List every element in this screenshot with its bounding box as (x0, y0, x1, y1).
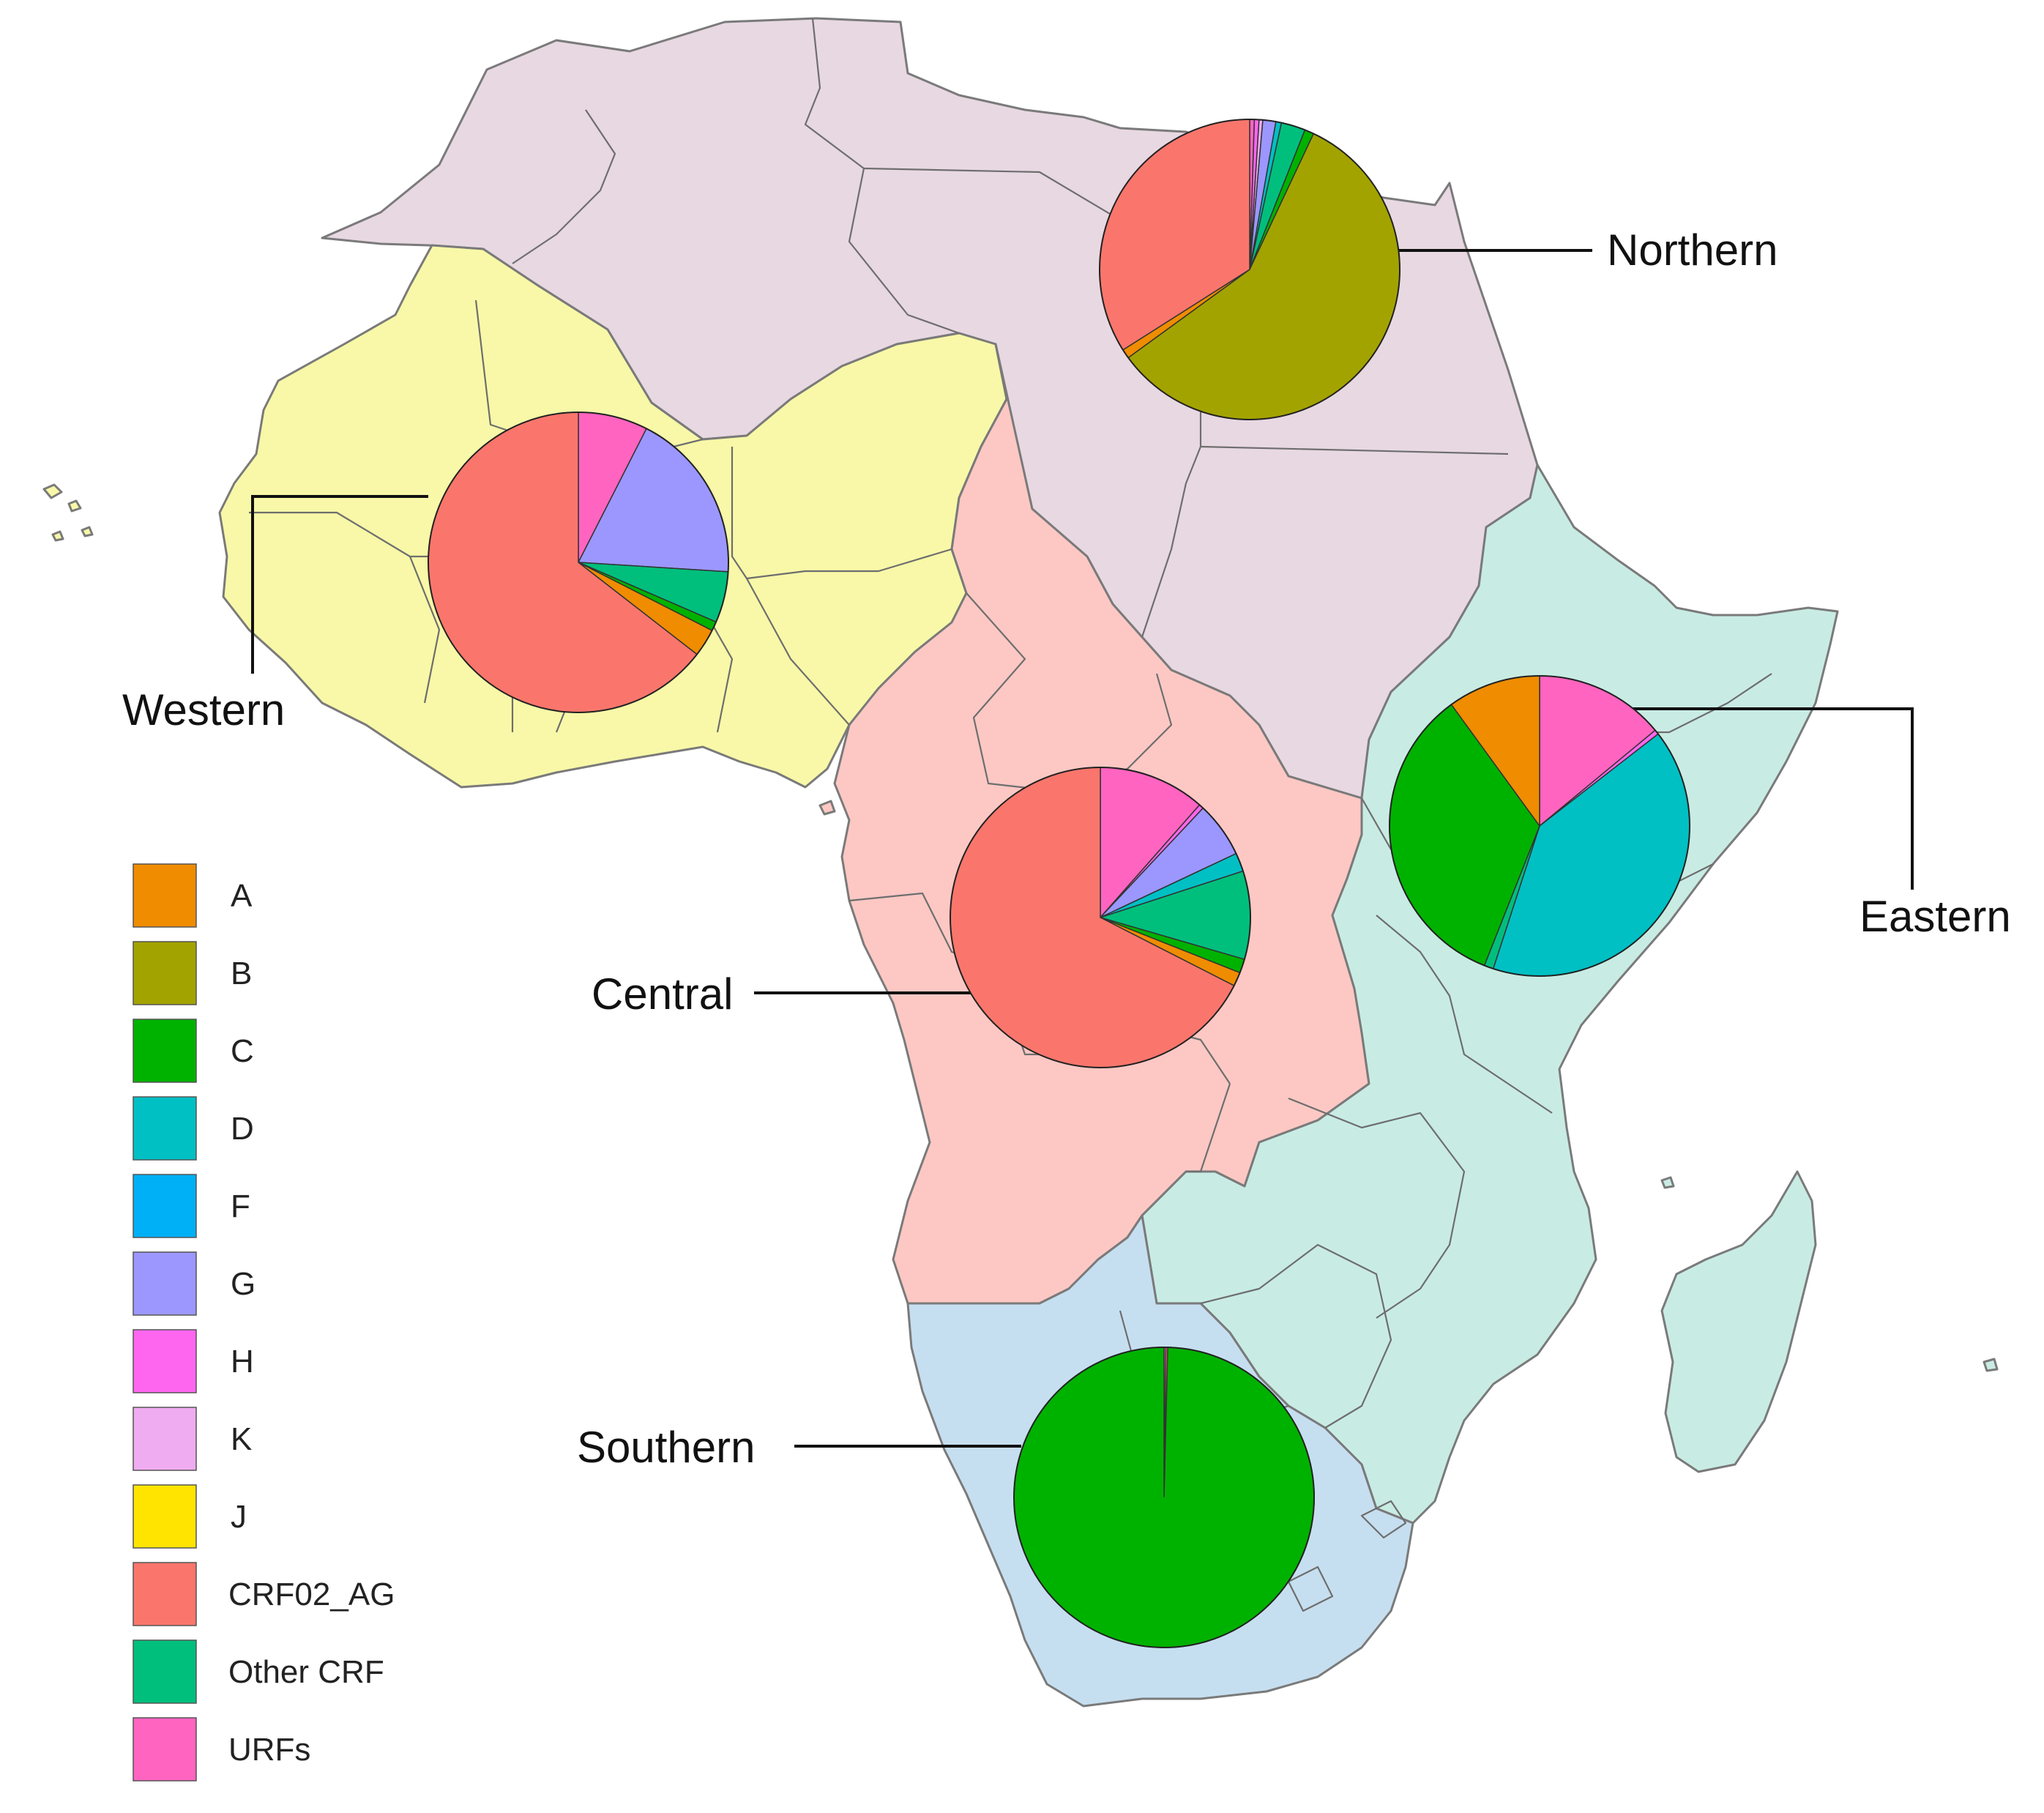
border-line (746, 578, 850, 726)
legend-swatch-crf02-ag (133, 1562, 197, 1626)
border-line (512, 109, 616, 264)
legend-label-crf02-ag: CRF02_AG (228, 1576, 395, 1612)
region-label-central: Central (592, 969, 733, 1019)
region-label-eastern: Eastern (1860, 892, 2011, 941)
legend-label-urfs: URFs (228, 1732, 310, 1768)
legend-swatch-f (133, 1174, 197, 1238)
pie-outline-eastern (1389, 675, 1690, 977)
border-line (1200, 445, 1509, 455)
legend-swatch-k (133, 1407, 197, 1471)
legend-swatch-h (133, 1329, 197, 1393)
region-label-western: Western (122, 685, 285, 734)
legend-swatch-urfs (133, 1717, 197, 1782)
legend-label-h: H (231, 1344, 254, 1380)
pie-northern (1099, 119, 1400, 420)
legend-swatch-b (133, 941, 197, 1005)
region-central-bioko (818, 800, 836, 816)
legend-swatch-c (133, 1019, 197, 1083)
legend-label-c: C (231, 1033, 254, 1069)
legend-label-f: F (231, 1188, 250, 1224)
pie-outline-southern (1013, 1347, 1315, 1648)
pie-southern (1013, 1347, 1315, 1648)
border-line (1200, 1243, 1392, 1429)
legend-swatch-d (133, 1096, 197, 1161)
border-line (1376, 915, 1553, 1114)
legend-swatch-a (133, 863, 197, 928)
legend-label-other-crf: Other CRF (228, 1654, 384, 1690)
pie-outline-western (428, 412, 729, 713)
legend-label-g: G (231, 1266, 256, 1302)
legend: A B C D F G H K J CRF02_AG Other CRF URF… (133, 863, 395, 1782)
border-line (1287, 1500, 1407, 1612)
leader-line-eastern (1633, 707, 1914, 890)
pie-outline-northern (1099, 119, 1400, 420)
legend-swatch-j (133, 1484, 197, 1549)
legend-label-a: A (231, 878, 253, 914)
legend-label-j: J (231, 1499, 247, 1535)
pie-eastern (1389, 675, 1690, 977)
region-label-northern: Northern (1607, 226, 1778, 275)
leader-line-western (251, 495, 428, 674)
border-line (1186, 1083, 1231, 1173)
region-label-southern: Southern (577, 1423, 756, 1472)
legend-swatch-other-crf (133, 1639, 197, 1704)
pie-slice-southern-c (1013, 1347, 1315, 1648)
region-western-cape-verde (42, 483, 94, 542)
region-labels: Northern Western Central Eastern Souther… (122, 226, 2011, 1472)
legend-label-k: K (231, 1421, 252, 1457)
pie-charts (428, 119, 1690, 1648)
border-line (966, 592, 1173, 792)
border-line (1288, 1097, 1466, 1319)
leader-lines (251, 249, 1914, 1448)
pie-outline-central (950, 767, 1251, 1068)
legend-swatch-g (133, 1251, 197, 1316)
legend-label-b: B (231, 956, 252, 991)
pie-central (950, 767, 1251, 1068)
pie-western (428, 412, 729, 713)
region-eastern-comoros (1660, 1176, 1999, 1372)
border-line (731, 447, 952, 580)
region-eastern-madagascar (1660, 1170, 1817, 1473)
legend-label-d: D (231, 1111, 254, 1147)
